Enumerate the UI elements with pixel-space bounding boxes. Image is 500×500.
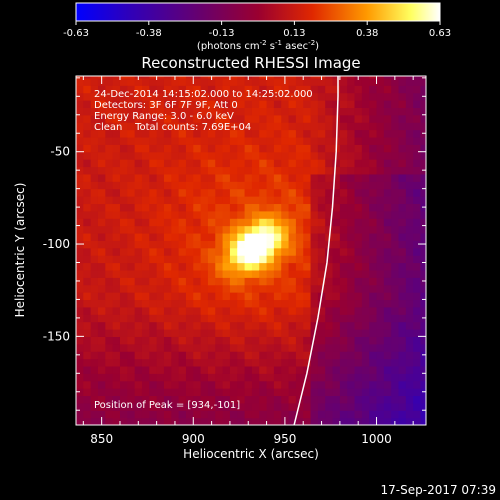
x-tick-label: 950: [273, 432, 296, 446]
plot-frame: [75, 75, 427, 426]
colorbar-label: (photons cm-2 s-1 asec-2): [197, 39, 319, 52]
y-tick-label: -100: [43, 237, 70, 251]
colorbar-tick-label: 0.38: [356, 28, 378, 39]
annotations: 24-Dec-2014 14:15:02.000 to 14:25:02.000…: [94, 89, 313, 411]
y-axis-ticks: -50 -100 -150: [43, 77, 426, 411]
colorbar-tick-label: -0.38: [136, 28, 162, 39]
y-tick-label: -150: [43, 329, 70, 343]
colorbar-tick-label: -0.63: [63, 28, 89, 39]
y-tick-label: -50: [50, 145, 70, 159]
annotation-total-counts: Clean Total counts: 7.69E+04: [94, 122, 251, 133]
heatmap: [76, 76, 426, 425]
annotation-detectors: Detectors: 3F 6F 7F 9F, Att 0: [94, 100, 238, 111]
footer-timestamp: 17-Sep-2017 07:39: [381, 483, 496, 497]
annotation-time-range: 24-Dec-2014 14:15:02.000 to 14:25:02.000: [94, 89, 313, 100]
colorbar-tick-label: 0.13: [283, 28, 305, 39]
x-axis-ticks: 850 900 950 1000: [82, 76, 414, 446]
colorbar-ticks: -0.63 -0.38 -0.13 0.13 0.38 0.63: [63, 21, 451, 39]
solar-limb-curve: [293, 76, 339, 425]
chart-title: Reconstructed RHESSI Image: [141, 54, 360, 72]
colorbar: [75, 2, 441, 22]
x-tick-label: 1000: [361, 432, 392, 446]
annotation-peak-position: Position of Peak = [934,-101]: [94, 400, 240, 411]
x-tick-label: 900: [182, 432, 205, 446]
annotation-energy-range: Energy Range: 3.0 - 6.0 keV: [94, 111, 234, 122]
y-axis-label: Heliocentric Y (arcsec): [13, 183, 27, 318]
x-axis-label: Heliocentric X (arcsec): [183, 447, 319, 461]
x-tick-label: 850: [90, 432, 113, 446]
colorbar-tick-label: -0.13: [209, 28, 235, 39]
colorbar-tick-label: 0.63: [429, 28, 451, 39]
